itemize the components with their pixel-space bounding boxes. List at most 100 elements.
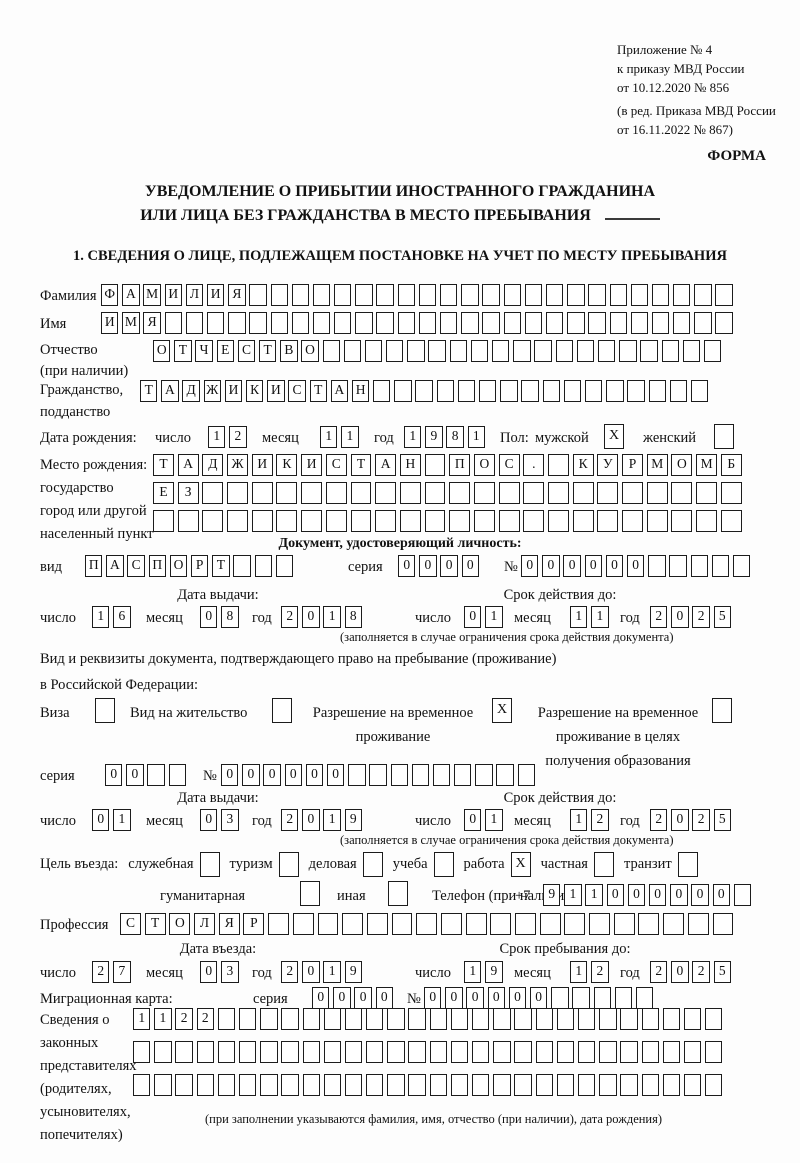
char-box[interactable]: [375, 510, 397, 532]
char-box[interactable]: [609, 312, 627, 334]
char-box[interactable]: [493, 1074, 511, 1096]
char-box[interactable]: 0: [521, 555, 539, 577]
residence-permit-checkbox[interactable]: [272, 698, 292, 723]
char-box[interactable]: [523, 510, 545, 532]
char-box[interactable]: [545, 284, 564, 306]
char-box[interactable]: 1: [323, 606, 341, 628]
char-box[interactable]: 2: [281, 606, 299, 628]
char-box[interactable]: [715, 284, 733, 306]
char-box[interactable]: 0: [464, 809, 482, 831]
char-box[interactable]: Б: [720, 454, 742, 476]
char-box[interactable]: 1: [570, 809, 588, 831]
char-box[interactable]: 9: [344, 809, 362, 831]
char-box[interactable]: 0: [326, 764, 345, 786]
char-box[interactable]: [548, 454, 569, 476]
char-box[interactable]: [490, 913, 512, 935]
sex-male-checkbox[interactable]: X: [604, 424, 624, 449]
char-box[interactable]: [449, 510, 471, 532]
char-box[interactable]: 6: [113, 606, 131, 628]
char-box[interactable]: Д: [202, 454, 224, 476]
char-box[interactable]: Т: [144, 913, 166, 935]
char-box[interactable]: У: [597, 454, 619, 476]
char-box[interactable]: П: [449, 454, 471, 476]
char-box[interactable]: 0: [648, 884, 667, 906]
char-box[interactable]: [350, 510, 372, 532]
char-box[interactable]: [572, 482, 594, 504]
char-box[interactable]: 0: [671, 961, 689, 983]
char-box[interactable]: [390, 764, 408, 786]
char-box[interactable]: М: [646, 454, 668, 476]
char-box[interactable]: 2: [229, 426, 247, 448]
char-box[interactable]: С: [127, 555, 145, 577]
char-box[interactable]: М: [122, 312, 140, 334]
char-box[interactable]: 7: [113, 961, 131, 983]
char-box[interactable]: [475, 764, 493, 786]
char-box[interactable]: [418, 284, 437, 306]
char-box[interactable]: [671, 482, 693, 504]
char-box[interactable]: 2: [650, 606, 668, 628]
char-box[interactable]: 1: [464, 961, 482, 983]
char-box[interactable]: [281, 1041, 299, 1063]
char-box[interactable]: [473, 510, 495, 532]
char-box[interactable]: [690, 555, 708, 577]
char-box[interactable]: [154, 1041, 172, 1063]
char-box[interactable]: 9: [485, 961, 503, 983]
char-box[interactable]: Т: [153, 454, 174, 476]
char-box[interactable]: [662, 1074, 681, 1096]
char-box[interactable]: И: [301, 454, 323, 476]
char-box[interactable]: [614, 987, 633, 1009]
char-box[interactable]: 2: [175, 1008, 193, 1030]
char-box[interactable]: [312, 284, 331, 306]
char-box[interactable]: [450, 1008, 469, 1030]
char-box[interactable]: [620, 1041, 638, 1063]
char-box[interactable]: 1: [570, 606, 588, 628]
char-box[interactable]: [254, 555, 272, 577]
char-box[interactable]: [712, 913, 734, 935]
char-box[interactable]: А: [106, 555, 124, 577]
char-box[interactable]: [498, 482, 520, 504]
char-box[interactable]: [599, 1008, 617, 1030]
char-box[interactable]: [281, 1074, 299, 1096]
char-box[interactable]: [696, 482, 718, 504]
char-box[interactable]: 0: [398, 555, 416, 577]
char-box[interactable]: [711, 555, 730, 577]
char-box[interactable]: [373, 380, 391, 402]
char-box[interactable]: 2: [196, 1008, 214, 1030]
char-box[interactable]: К: [572, 454, 594, 476]
char-box[interactable]: 0: [487, 987, 505, 1009]
char-box[interactable]: [429, 1074, 448, 1096]
char-box[interactable]: 3: [221, 961, 239, 983]
purpose-transit-checkbox[interactable]: [677, 852, 698, 877]
char-box[interactable]: [429, 1008, 448, 1030]
char-box[interactable]: 2: [692, 606, 710, 628]
char-box[interactable]: [640, 340, 658, 362]
char-box[interactable]: [513, 340, 531, 362]
char-box[interactable]: [597, 340, 616, 362]
char-box[interactable]: [651, 312, 670, 334]
char-box[interactable]: [576, 340, 595, 362]
char-box[interactable]: 0: [200, 809, 218, 831]
char-box[interactable]: [147, 764, 165, 786]
char-box[interactable]: [275, 555, 294, 577]
char-box[interactable]: 0: [671, 606, 689, 628]
char-box[interactable]: [206, 312, 225, 334]
char-box[interactable]: [301, 510, 323, 532]
char-box[interactable]: 5: [713, 809, 731, 831]
char-box[interactable]: [638, 913, 660, 935]
char-box[interactable]: Я: [228, 284, 246, 306]
char-box[interactable]: [397, 312, 416, 334]
char-box[interactable]: [683, 1074, 702, 1096]
char-box[interactable]: [364, 340, 383, 362]
char-box[interactable]: [416, 913, 438, 935]
char-box[interactable]: [622, 510, 643, 532]
char-box[interactable]: 1: [92, 606, 110, 628]
char-box[interactable]: 0: [284, 764, 302, 786]
char-box[interactable]: [177, 510, 199, 532]
char-box[interactable]: 2: [281, 961, 299, 983]
char-box[interactable]: [479, 380, 497, 402]
char-box[interactable]: [523, 482, 545, 504]
purpose-work-checkbox[interactable]: X: [510, 852, 531, 877]
char-box[interactable]: 1: [404, 426, 422, 448]
char-box[interactable]: О: [153, 340, 171, 362]
char-box[interactable]: [732, 555, 751, 577]
